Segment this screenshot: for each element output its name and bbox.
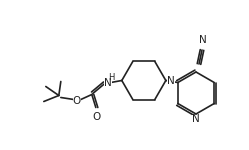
Text: N: N — [104, 78, 112, 87]
Text: O: O — [73, 96, 81, 105]
Text: N: N — [199, 35, 207, 45]
Text: N: N — [167, 75, 175, 86]
Text: H: H — [108, 73, 114, 82]
Text: N: N — [192, 114, 200, 124]
Text: O: O — [93, 112, 101, 123]
